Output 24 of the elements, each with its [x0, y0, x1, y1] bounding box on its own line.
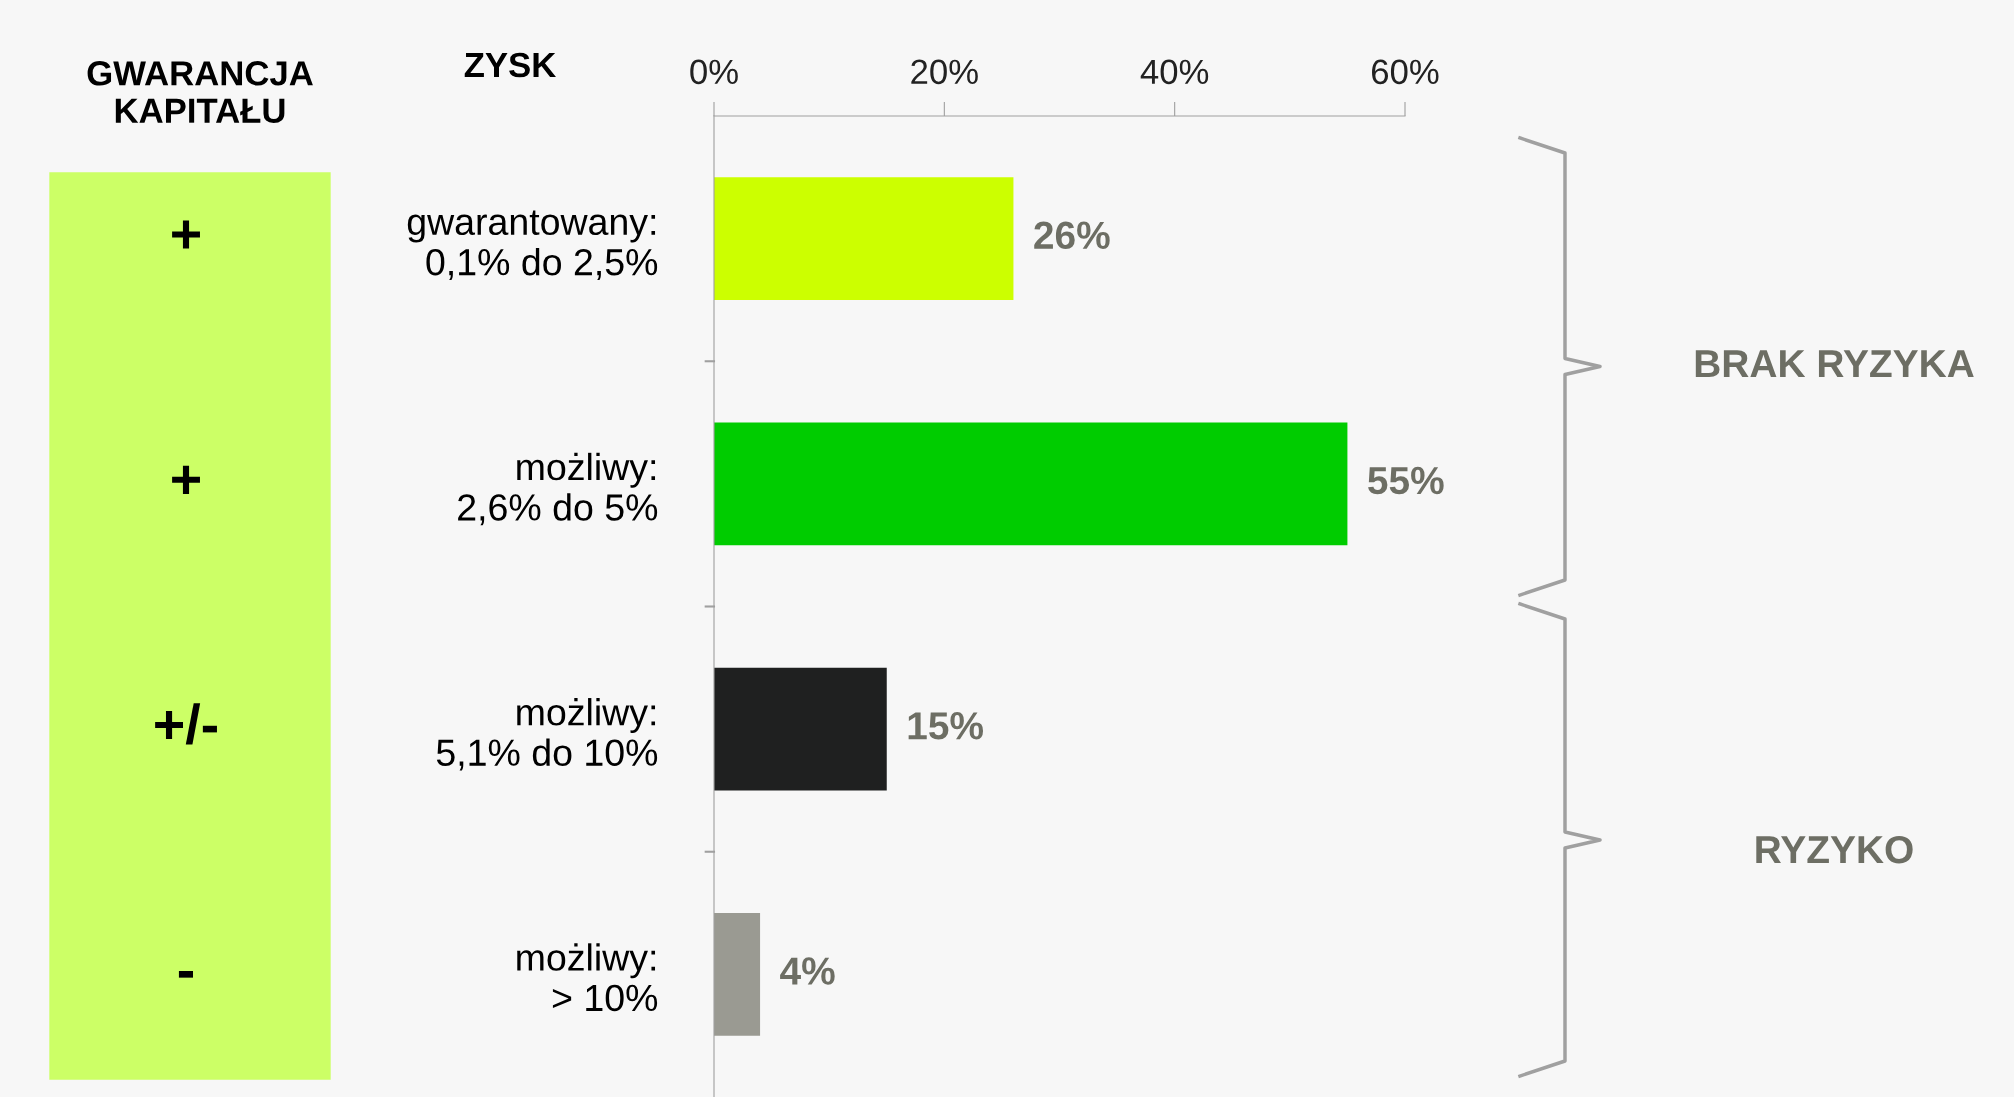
text: -	[178, 971, 194, 978]
y-tick-label: możliwy: 2,6% do 5%	[458, 452, 658, 526]
text: +	[172, 465, 200, 494]
x-tick-label: 60%	[1372, 59, 1439, 85]
x-tick-label: 40%	[1140, 59, 1209, 85]
x-tick-label: 20%	[911, 59, 978, 85]
bar	[714, 422, 1348, 546]
bar	[714, 913, 761, 1036]
y-tick-label: możliwy: 5,1% do 10%	[436, 698, 658, 771]
text: GWARANCJA KAPITAŁU	[87, 61, 313, 124]
data-label: 26%	[1034, 221, 1110, 250]
y-tick-label: możliwy: > 10%	[517, 943, 658, 1012]
data-label: 55%	[1368, 466, 1444, 495]
data-label: 15%	[908, 712, 983, 740]
text: BRAK RYZYKA	[1695, 350, 1974, 378]
text: +	[172, 220, 200, 249]
bar	[714, 177, 1014, 300]
text: ZYSK	[464, 52, 556, 78]
text: RYZYKO	[1756, 835, 1913, 864]
bar	[714, 667, 887, 791]
text: +/-	[155, 703, 217, 745]
y-tick-label: gwarantowany: 0,1% do 2,5%	[407, 210, 658, 280]
x-tick-label: 0%	[690, 59, 738, 85]
data-label: 4%	[780, 957, 835, 985]
